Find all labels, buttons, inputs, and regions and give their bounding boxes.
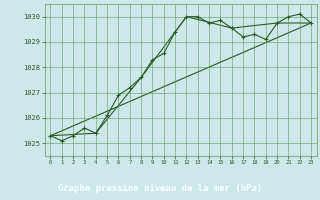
Text: Graphe pression niveau de la mer (hPa): Graphe pression niveau de la mer (hPa) [58, 184, 262, 193]
